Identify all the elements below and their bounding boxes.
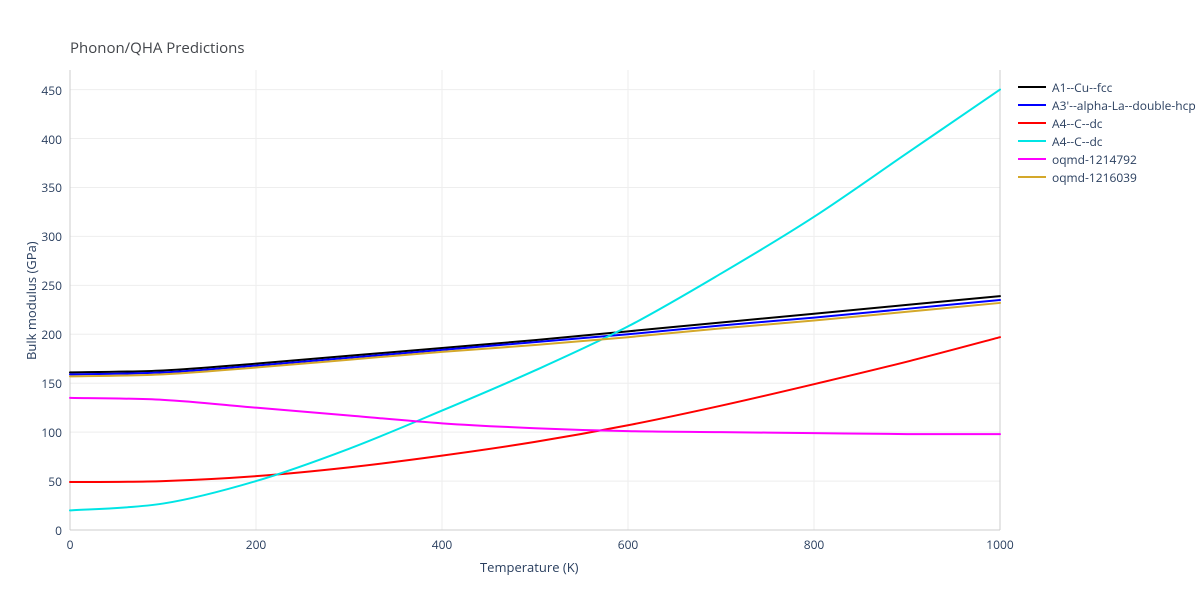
series-line[interactable] [70, 300, 1000, 374]
x-tick-label: 1000 [975, 536, 1025, 553]
y-tick-label: 450 [20, 82, 62, 99]
legend-swatch [1018, 158, 1046, 160]
y-tick-label: 300 [20, 228, 62, 245]
legend-label: A4--C--dc [1052, 115, 1103, 132]
legend-item[interactable]: A3'--alpha-La--double-hcp [1018, 96, 1196, 114]
x-tick-label: 600 [603, 536, 653, 553]
legend-item[interactable]: oqmd-1216039 [1018, 168, 1196, 186]
legend: A1--Cu--fccA3'--alpha-La--double-hcpA4--… [1018, 78, 1196, 186]
y-tick-label: 150 [20, 375, 62, 392]
plot-svg [70, 70, 1000, 530]
y-tick-label: 100 [20, 424, 62, 441]
plot-area[interactable] [70, 70, 1000, 530]
series-line[interactable] [70, 337, 1000, 482]
legend-label: oqmd-1214792 [1052, 151, 1137, 168]
legend-label: A1--Cu--fcc [1052, 79, 1112, 96]
legend-label: oqmd-1216039 [1052, 169, 1137, 186]
y-tick-label: 50 [20, 473, 62, 490]
legend-swatch [1018, 104, 1046, 106]
chart-title: Phonon/QHA Predictions [70, 38, 245, 58]
legend-label: A4--C--dc [1052, 133, 1103, 150]
legend-item[interactable]: oqmd-1214792 [1018, 150, 1196, 168]
legend-label: A3'--alpha-La--double-hcp [1052, 97, 1196, 114]
x-tick-label: 0 [45, 536, 95, 553]
legend-swatch [1018, 122, 1046, 124]
x-tick-label: 800 [789, 536, 839, 553]
legend-item[interactable]: A1--Cu--fcc [1018, 78, 1196, 96]
y-tick-label: 200 [20, 326, 62, 343]
legend-swatch [1018, 86, 1046, 88]
legend-item[interactable]: A4--C--dc [1018, 132, 1196, 150]
y-tick-label: 350 [20, 179, 62, 196]
x-tick-label: 400 [417, 536, 467, 553]
legend-swatch [1018, 176, 1046, 178]
x-axis-label: Temperature (K) [480, 558, 579, 576]
series-line[interactable] [70, 90, 1000, 511]
series-line[interactable] [70, 398, 1000, 434]
x-tick-label: 200 [231, 536, 281, 553]
y-tick-label: 400 [20, 131, 62, 148]
legend-swatch [1018, 140, 1046, 142]
legend-item[interactable]: A4--C--dc [1018, 114, 1196, 132]
y-tick-label: 250 [20, 277, 62, 294]
